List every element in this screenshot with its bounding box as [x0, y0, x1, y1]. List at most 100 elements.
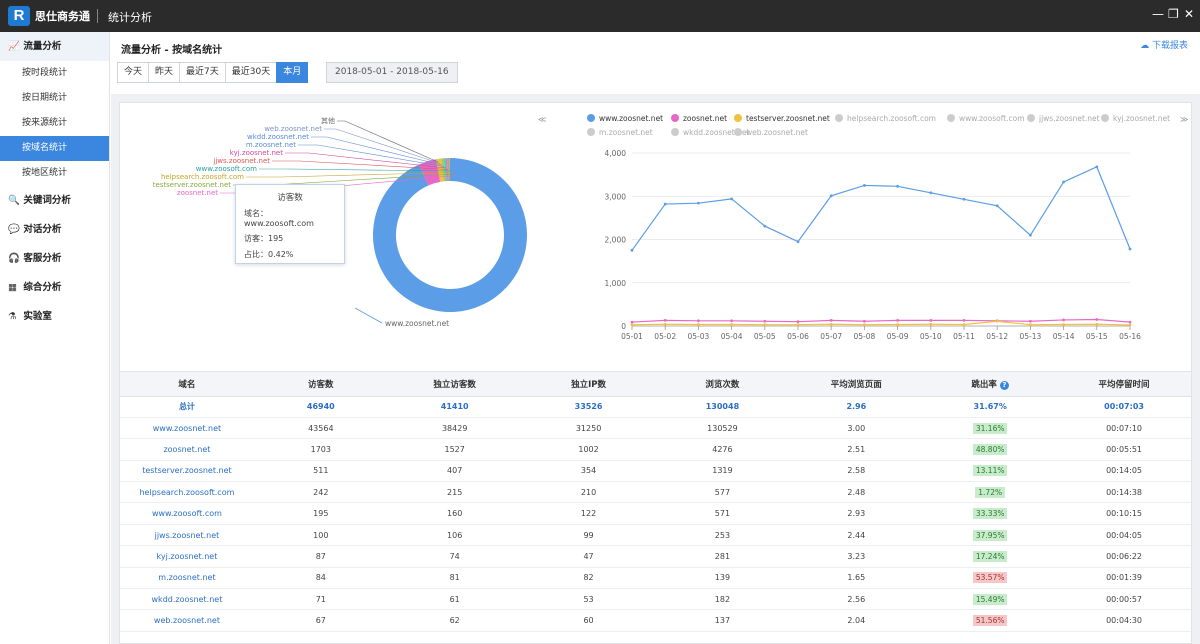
column-header[interactable]: 跳出率? [923, 372, 1058, 397]
series-point[interactable] [697, 201, 700, 205]
series-point[interactable] [962, 318, 966, 322]
domain-link[interactable]: m.zoosnet.net [120, 567, 254, 590]
series-point[interactable] [829, 318, 833, 322]
table-row[interactable]: testserver.zoosnet.net 511 407 354 1319 2.58 1… [120, 460, 1191, 483]
legend-item[interactable]: helpsearch.zoosoft.com [835, 114, 936, 123]
series-point[interactable] [896, 318, 899, 322]
legend-item[interactable]: zoosnet.net [671, 114, 727, 123]
nav-by-date[interactable]: 按日期统计 [22, 93, 68, 103]
series-point[interactable] [1128, 323, 1132, 327]
series-point[interactable] [1062, 318, 1065, 322]
nav-by-source[interactable]: 按来源统计 [22, 118, 68, 128]
donut-slice[interactable] [373, 158, 528, 312]
series-point[interactable] [829, 194, 833, 198]
series-point[interactable] [1095, 318, 1099, 321]
range-7days-button[interactable]: 最近7天 [179, 62, 226, 83]
series-point[interactable] [1062, 323, 1065, 326]
series-point[interactable] [896, 184, 899, 188]
table-row[interactable]: kyj.zoosnet.net 87 74 47 281 3.23 17.24% 00:06:… [120, 545, 1191, 568]
series-point[interactable] [962, 197, 966, 201]
domain-link[interactable]: www.zoosoft.com [120, 502, 254, 525]
column-header[interactable]: 平均停留时间 [1057, 372, 1191, 397]
series-point[interactable] [1029, 323, 1032, 327]
series-point[interactable] [663, 318, 667, 322]
date-range-picker[interactable]: 2018-05-01 - 2018-05-16 [326, 62, 458, 83]
series-point[interactable] [730, 319, 733, 323]
series-point[interactable] [1128, 247, 1132, 251]
series-point[interactable] [995, 319, 999, 323]
help-icon[interactable]: ? [999, 380, 1009, 390]
nav-traffic-analysis[interactable]: 📈 流量分析 [0, 32, 109, 61]
series-point[interactable] [995, 204, 999, 208]
domain-link[interactable]: zoosnet.net [120, 438, 254, 461]
close-icon[interactable]: ✕ [1184, 7, 1195, 21]
series-point[interactable] [896, 323, 899, 326]
table-row[interactable]: www.zoosnet.net 43564 38429 31250 130529 3.00… [120, 417, 1191, 440]
series-point[interactable] [863, 319, 866, 323]
series-point[interactable] [663, 322, 667, 326]
series-point[interactable] [697, 323, 700, 326]
range-month-button[interactable]: 本月 [276, 62, 309, 83]
range-30days-button[interactable]: 最近30天 [224, 62, 278, 83]
column-header[interactable]: 独立IP数 [521, 372, 656, 397]
series-point[interactable] [730, 323, 733, 326]
legend-item[interactable]: jjws.zoosnet.net [1027, 114, 1100, 123]
legend-item[interactable]: testserver.zoosnet.net [734, 114, 830, 123]
legend-item[interactable]: m.zoosnet.net [587, 128, 653, 137]
table-row[interactable]: jjws.zoosnet.net 100 106 99 253 2.44 37.95% 00:… [120, 524, 1191, 547]
range-today-button[interactable]: 今天 [117, 62, 150, 83]
domain-link[interactable]: helpsearch.zoosoft.com [120, 481, 254, 504]
minimize-icon[interactable]: — [1152, 7, 1164, 21]
series-point[interactable] [962, 323, 966, 326]
nav-service-analysis[interactable]: 🎧 客服分析 [0, 244, 109, 273]
nav-chat-analysis[interactable]: 💬 对话分析 [0, 215, 109, 244]
domain-link[interactable]: testserver.zoosnet.net [120, 460, 254, 483]
donut-slice[interactable] [449, 158, 450, 182]
series-point[interactable] [863, 184, 866, 187]
nav-by-region[interactable]: 按地区统计 [22, 168, 68, 178]
domain-link[interactable]: www.zoosnet.net [120, 417, 254, 440]
table-row[interactable]: web.zoosnet.net 67 62 60 137 2.04 51.56% 00:04:… [120, 609, 1191, 632]
domain-link[interactable]: jjws.zoosnet.net [120, 524, 254, 547]
legend-expand-icon[interactable]: ≫ [1180, 115, 1189, 124]
domain-link[interactable]: wkdd.zoosnet.net [120, 588, 254, 611]
legend-item[interactable]: kyj.zoosnet.net [1101, 114, 1170, 123]
series-point[interactable] [1128, 320, 1132, 324]
column-header[interactable]: 浏览次数 [655, 372, 790, 397]
nav-by-time[interactable]: 按时段统计 [22, 68, 68, 78]
legend-item[interactable]: www.zoosnet.net [587, 114, 663, 123]
nav-keyword-analysis[interactable]: 🔍 关键词分析 [0, 186, 109, 215]
series-point[interactable] [1095, 322, 1099, 326]
series-point[interactable] [796, 320, 800, 324]
nav-by-domain[interactable]: 按域名统计 [0, 136, 109, 161]
restore-icon[interactable]: ❐ [1168, 7, 1179, 21]
table-row[interactable]: wkdd.zoosnet.net 71 61 53 182 2.56 15.49% 00:00… [120, 588, 1191, 611]
column-header[interactable]: 域名 [120, 372, 254, 397]
series-point[interactable] [730, 197, 733, 201]
donut-slice[interactable] [448, 158, 450, 182]
donut-slice[interactable] [441, 158, 446, 182]
domain-link[interactable]: web.zoosnet.net [120, 609, 254, 632]
series-point[interactable] [929, 191, 933, 195]
nav-overall-analysis[interactable]: ▦ 综合分析 [0, 273, 109, 302]
series-point[interactable] [763, 323, 767, 327]
donut-slice[interactable] [447, 158, 449, 182]
series-point[interactable] [1029, 319, 1032, 323]
series-point[interactable] [1029, 233, 1032, 237]
legend-item[interactable]: web.zoosnet.net [734, 128, 808, 137]
column-header[interactable]: 访客数 [253, 372, 388, 397]
table-row[interactable]: www.zoosoft.com 195 160 122 571 2.93 33.33% 00:… [120, 502, 1191, 525]
series-point[interactable] [929, 318, 933, 322]
nav-lab[interactable]: ⚗ 实验室 [0, 302, 109, 331]
table-row[interactable]: zoosnet.net 1703 1527 1002 4276 2.51 48.80% 00:… [120, 438, 1191, 461]
legend-collapse-icon[interactable]: ≪ [538, 115, 547, 124]
column-header[interactable]: 平均浏览页面 [789, 372, 924, 397]
series-point[interactable] [763, 319, 767, 323]
series-point[interactable] [863, 323, 866, 327]
series-point[interactable] [1062, 180, 1065, 184]
donut-slice[interactable] [435, 158, 444, 182]
series-point[interactable] [796, 323, 800, 327]
table-row[interactable]: helpsearch.zoosoft.com 242 215 210 577 2.48 1.… [120, 481, 1191, 504]
series-point[interactable] [929, 322, 933, 326]
table-row[interactable]: m.zoosnet.net 84 81 82 139 1.65 53.57% 00:01:39 [120, 567, 1191, 590]
